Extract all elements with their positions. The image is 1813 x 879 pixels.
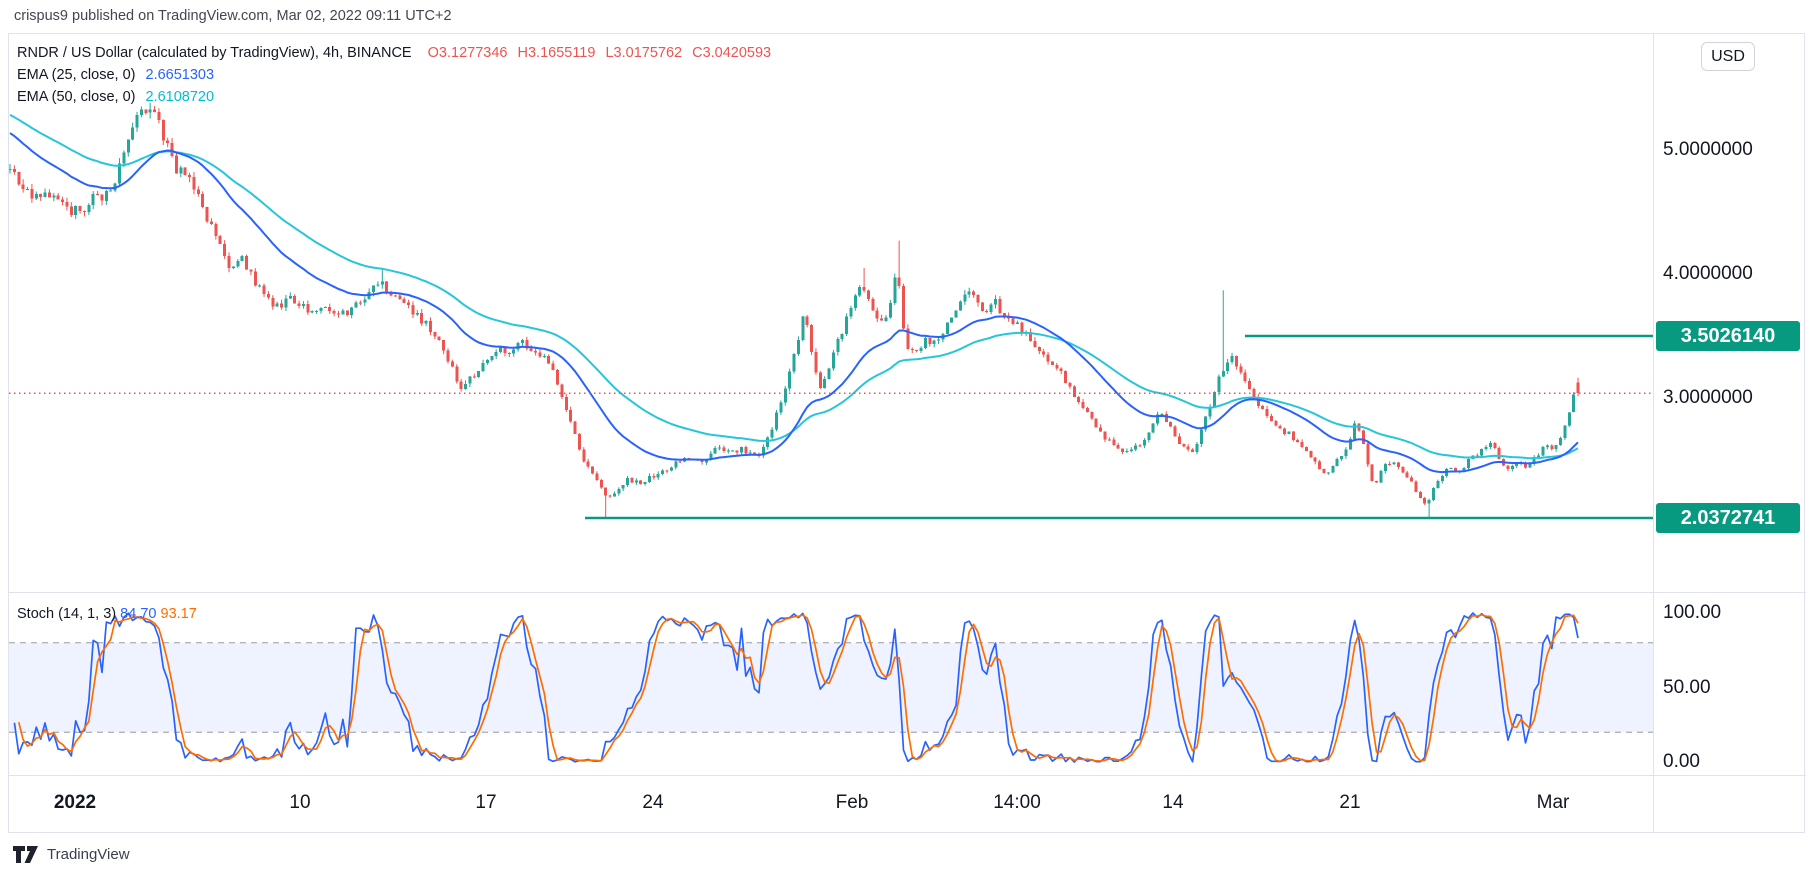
price-tick-label: 4.0000000 <box>1663 263 1753 285</box>
tradingview-logo-icon <box>13 846 38 863</box>
stoch-tick-label: 0.00 <box>1663 751 1700 772</box>
stochastic-pane[interactable] <box>9 593 1653 775</box>
symbol-title: RNDR / US Dollar (calculated by TradingV… <box>17 45 412 61</box>
stoch-tick-label: 100.00 <box>1663 602 1722 623</box>
ema25-value: 2.6651303 <box>145 67 215 83</box>
stoch-d-value: 93.17 <box>160 606 197 622</box>
stoch-legend[interactable]: Stoch (14, 1, 3) 84.70 93.17 <box>17 603 197 625</box>
time-axis[interactable] <box>9 776 1653 832</box>
pane-divider[interactable] <box>8 592 1806 593</box>
price-level-badge: 2.0372741 <box>1656 502 1800 533</box>
stoch-label: Stoch (14, 1, 3) <box>17 606 117 622</box>
time-tick-label: Feb <box>835 792 869 813</box>
time-tick-label: 14:00 <box>993 792 1041 813</box>
time-tick-label: 10 <box>289 792 311 813</box>
main-legend: RNDR / US Dollar (calculated by TradingV… <box>17 42 777 108</box>
stoch-tick-label: 50.00 <box>1663 676 1711 698</box>
tradingview-logo[interactable]: TradingView <box>13 845 130 864</box>
time-axis-divider <box>8 775 1806 776</box>
ohlc-open: O3.1277346 <box>427 45 508 61</box>
stoch-k-value: 84.70 <box>120 606 157 622</box>
ema25-label: EMA (25, close, 0) <box>17 67 136 83</box>
ema50-label: EMA (50, close, 0) <box>17 89 136 105</box>
time-tick-label: Mar <box>1536 792 1570 813</box>
ohlc-close: C3.0420593 <box>692 45 772 61</box>
price-axis-divider <box>1653 33 1654 833</box>
ema50-value: 2.6108720 <box>145 89 215 105</box>
price-tick-label: 3.0000000 <box>1663 387 1753 409</box>
time-tick-label: 14 <box>1162 792 1184 813</box>
main-price-pane[interactable] <box>9 34 1653 592</box>
ohlc-low: L3.0175762 <box>605 45 683 61</box>
ema50-legend-row[interactable]: EMA (50, close, 0) 2.6108720 <box>17 86 777 108</box>
currency-usd-button[interactable]: USD <box>1701 42 1755 71</box>
time-tick-label: 17 <box>475 792 497 813</box>
tradingview-logo-text: TradingView <box>47 846 130 863</box>
ohlc-high: H3.1655119 <box>517 45 596 61</box>
price-level-badge: 3.5026140 <box>1656 320 1800 351</box>
ema25-legend-row[interactable]: EMA (25, close, 0) 2.6651303 <box>17 64 777 86</box>
time-tick-label: 21 <box>1339 792 1361 813</box>
publish-note: crispus9 published on TradingView.com, M… <box>14 8 452 24</box>
chart-card <box>8 33 1805 833</box>
time-tick-label: 24 <box>642 792 664 813</box>
symbol-legend-row[interactable]: RNDR / US Dollar (calculated by TradingV… <box>17 42 777 64</box>
price-tick-label: 5.0000000 <box>1663 139 1753 160</box>
time-tick-label: 2022 <box>53 792 97 813</box>
